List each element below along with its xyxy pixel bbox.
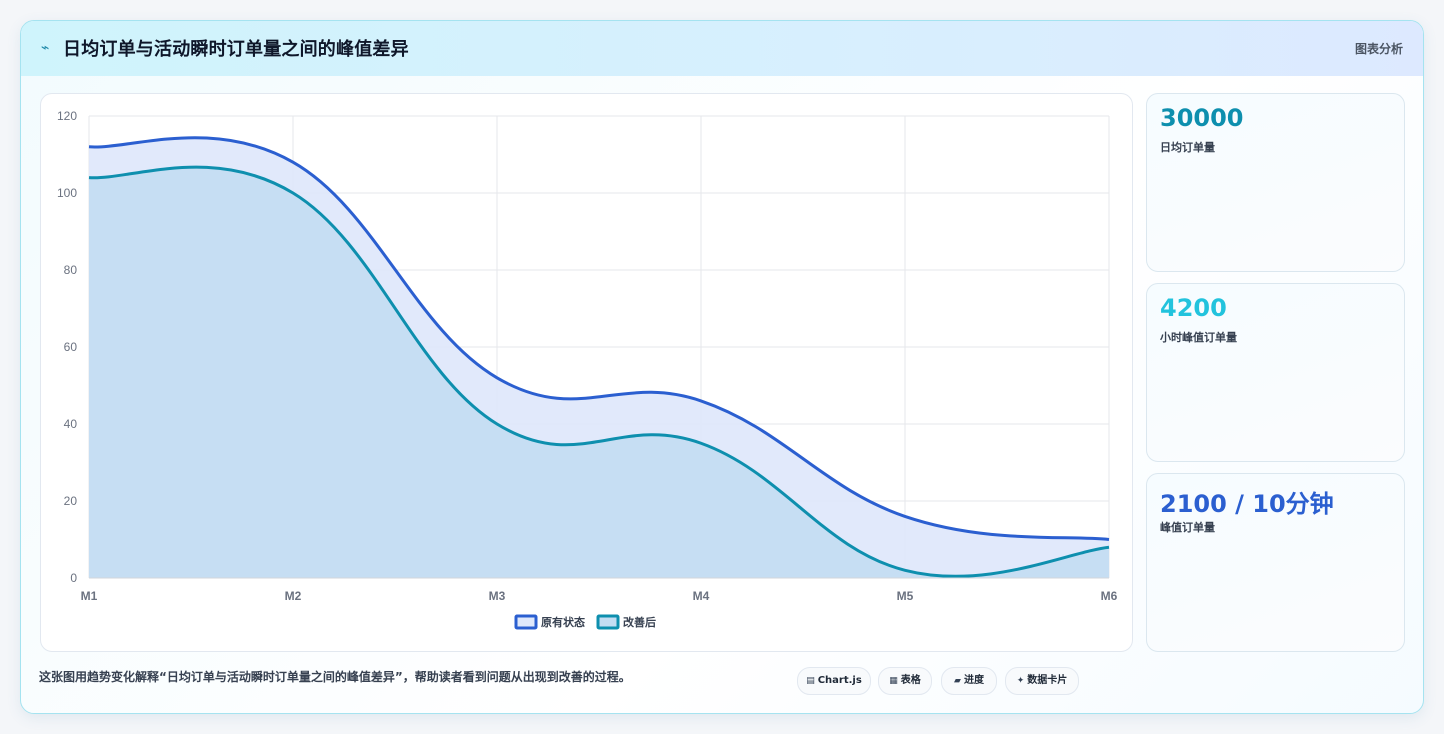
x-tick-label: M4 (693, 589, 710, 603)
y-tick-label: 40 (64, 417, 78, 431)
chart-caption: 这张图用趋势变化解释“日均订单与活动瞬时订单量之间的峰值差异”，帮助读者看到问题… (39, 670, 631, 684)
y-tick-label: 60 (64, 340, 78, 354)
x-tick-label: M5 (897, 589, 914, 603)
chip-table[interactable]: ▦ 表格 (878, 667, 932, 695)
x-tick-label: M3 (489, 589, 506, 603)
chart-panel: 0 20 40 60 80 100 120 M1 M2 M3 M4 M5 M6 原有状态 改善后 (40, 93, 1133, 652)
trend-icon: ⌁ (41, 40, 50, 56)
chip-label: 数据卡片 (1027, 675, 1068, 686)
legend-label-0: 原有状态 (541, 615, 585, 629)
y-tick-label: 80 (64, 263, 78, 277)
chart-card: ⌁ 日均订单与活动瞬时订单量之间的峰值差异 图表分析 0 20 40 60 80 100 1… (20, 20, 1424, 714)
stat-value: 4200 (1160, 294, 1227, 322)
chip-progress[interactable]: ▰ 进度 (941, 667, 997, 695)
area-chart: 0 20 40 60 80 100 120 M1 M2 M3 M4 M5 M6 原有状态 改善后 (57, 109, 1118, 630)
legend-swatch-0 (514, 614, 538, 630)
x-tick-label: M2 (285, 589, 302, 603)
y-tick-label: 120 (57, 109, 77, 123)
series-line-1 (88, 165, 1110, 578)
stat-label: 小时峰值订单量 (1160, 331, 1237, 344)
header-tag: 图表分析 (1354, 42, 1403, 56)
series-area-1 (89, 167, 1109, 578)
page-title: 日均订单与活动瞬时订单量之间的峰值差异 (63, 39, 409, 60)
table-icon: ▦ (889, 676, 898, 686)
sparkle-icon: ✦ (1016, 676, 1025, 686)
stat-value: 2100 / 10分钟 (1160, 490, 1334, 518)
stat-label: 日均订单量 (1160, 141, 1215, 154)
chip-data-card[interactable]: ✦ 数据卡片 (1005, 667, 1079, 695)
x-tick-label: M1 (81, 589, 98, 603)
stat-value: 30000 (1160, 104, 1244, 132)
y-tick-label: 20 (64, 494, 78, 508)
stat-card-daily-orders: 30000 日均订单量 (1146, 93, 1405, 272)
chip-chartjs[interactable]: ▤ Chart.js (797, 667, 871, 695)
legend-label-1: 改善后 (623, 615, 656, 629)
progress-icon: ▰ (954, 676, 961, 686)
stat-card-hourly-peak: 4200 小时峰值订单量 (1146, 283, 1405, 462)
x-tick-label: M6 (1101, 589, 1118, 603)
y-tick-label: 100 (57, 186, 77, 200)
series-line-0 (88, 136, 1110, 541)
chip-label: 表格 (900, 675, 921, 686)
chip-label: Chart.js (817, 675, 862, 686)
stat-label: 峰值订单量 (1160, 521, 1215, 534)
legend-swatch-1 (596, 614, 620, 630)
stat-card-peak-orders: 2100 / 10分钟 峰值订单量 (1146, 473, 1405, 652)
y-tick-label: 0 (70, 571, 77, 585)
card-header: ⌁ 日均订单与活动瞬时订单量之间的峰值差异 图表分析 (21, 21, 1423, 76)
chip-label: 进度 (963, 675, 984, 686)
chart-icon: ▤ (806, 676, 815, 686)
